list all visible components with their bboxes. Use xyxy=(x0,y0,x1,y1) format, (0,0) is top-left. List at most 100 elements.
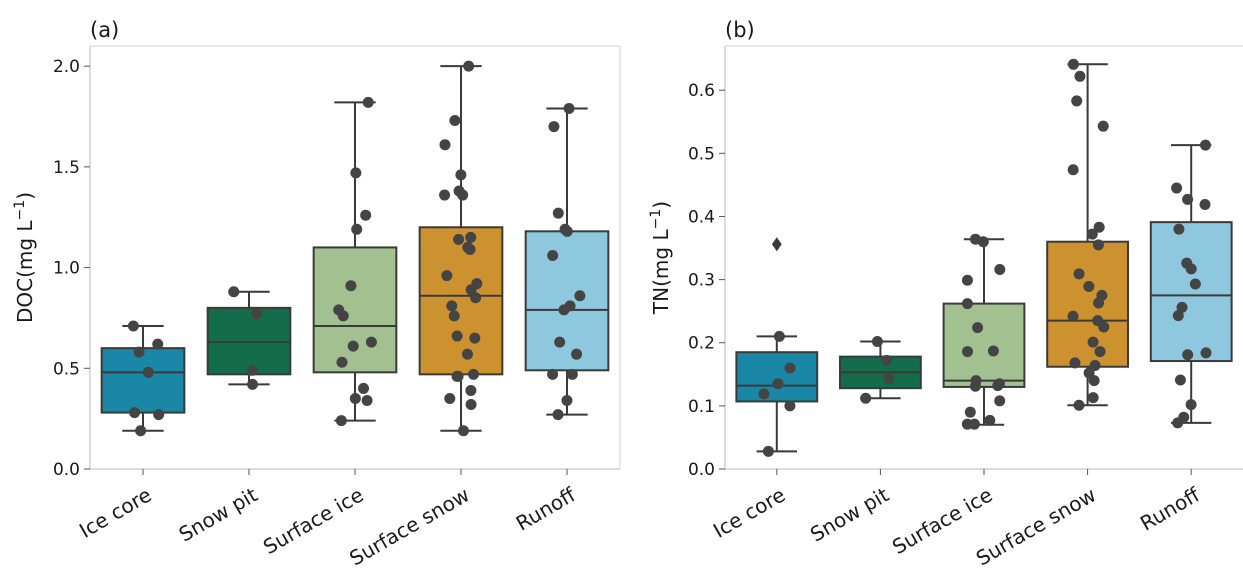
data-point xyxy=(961,418,973,430)
data-point xyxy=(336,356,348,368)
y-tick-label: 0.5 xyxy=(688,144,715,164)
y-tick-label: 0.6 xyxy=(688,81,715,101)
box-surface-snow xyxy=(1046,240,1130,368)
x-tick-label: Snow pit xyxy=(806,482,893,546)
data-point xyxy=(1098,321,1110,333)
data-point xyxy=(961,298,973,310)
data-point xyxy=(1172,310,1184,322)
y-axis-label-main: TN(mg L xyxy=(649,229,673,316)
data-point xyxy=(1073,399,1085,411)
x-tick-label: Runoff xyxy=(1136,482,1205,536)
box-ice-core xyxy=(735,351,819,403)
data-point xyxy=(350,167,362,179)
panel-label: (b) xyxy=(725,18,755,42)
data-point xyxy=(984,414,996,426)
x-tick-label: Ice core xyxy=(75,483,155,543)
y-axis-label-sup: −1 xyxy=(12,200,28,221)
data-point xyxy=(444,393,456,404)
x-tick-label: Runoff xyxy=(512,482,581,536)
data-point xyxy=(972,322,984,334)
data-point xyxy=(860,392,872,404)
y-axis-label: DOC(mg L−1) xyxy=(12,192,37,323)
data-point xyxy=(561,225,573,237)
data-point xyxy=(1073,268,1085,280)
data-point xyxy=(1083,281,1095,293)
data-point xyxy=(446,300,458,312)
data-point xyxy=(772,378,784,390)
data-point xyxy=(337,310,349,322)
outlier-marker xyxy=(771,237,782,252)
data-point xyxy=(365,336,377,348)
y-axis-label-sup: −1 xyxy=(648,209,664,230)
x-tick-label: Ice core xyxy=(709,483,789,543)
box-surface-ice xyxy=(942,302,1026,388)
data-point xyxy=(1093,297,1105,309)
data-point xyxy=(351,223,363,235)
data-point xyxy=(362,96,374,108)
data-point xyxy=(455,169,467,181)
data-point xyxy=(1200,347,1212,359)
data-point xyxy=(361,395,373,407)
data-point xyxy=(1067,164,1079,176)
data-point xyxy=(247,378,259,390)
data-point xyxy=(349,393,361,404)
y-tick-label: 0.1 xyxy=(688,397,715,417)
y-tick-label: 0.2 xyxy=(688,334,715,354)
data-point xyxy=(552,409,564,421)
panel-label: (a) xyxy=(90,18,119,42)
data-point xyxy=(1088,375,1100,387)
data-point xyxy=(994,395,1006,407)
data-point xyxy=(153,409,165,421)
data-point xyxy=(142,366,154,378)
data-point xyxy=(784,400,796,412)
data-point xyxy=(464,243,476,255)
data-point xyxy=(463,60,475,72)
box-surface-ice xyxy=(312,246,398,374)
data-point xyxy=(441,270,453,282)
data-point xyxy=(1176,301,1188,313)
data-point xyxy=(1199,139,1211,151)
data-point xyxy=(1071,95,1083,107)
data-point xyxy=(465,231,477,243)
data-point xyxy=(552,207,564,219)
data-point xyxy=(1087,336,1099,348)
box-runoff xyxy=(524,230,610,372)
data-point xyxy=(773,330,785,342)
data-point xyxy=(152,338,164,350)
data-point xyxy=(881,354,893,366)
data-point xyxy=(566,368,578,380)
data-point xyxy=(762,445,774,457)
data-point xyxy=(1182,349,1194,361)
y-tick-label: 0.3 xyxy=(688,271,715,291)
data-point xyxy=(133,346,145,358)
chart-panel-1: 0.0 0.5 1.0 1.5 2.0 DOC(mg L−1) (a) Ice core Sno… xyxy=(12,18,621,571)
data-point xyxy=(1185,399,1197,411)
y-tick-label: 0.5 xyxy=(53,359,80,379)
chart-panel-2: 0.0 0.1 0.2 0.3 0.4 0.5 0.6 TN(mg L−1) (b) Ice co… xyxy=(648,18,1243,570)
box-snow-pit xyxy=(206,306,292,376)
data-point xyxy=(448,310,460,322)
data-point xyxy=(335,415,347,427)
data-point xyxy=(251,308,263,320)
data-point xyxy=(457,189,469,201)
data-point xyxy=(1199,198,1211,210)
data-point xyxy=(1172,417,1184,429)
data-point xyxy=(439,189,451,201)
data-point xyxy=(1089,359,1101,371)
data-point xyxy=(467,368,479,380)
data-point xyxy=(129,407,141,419)
data-point xyxy=(558,304,570,316)
box-runoff xyxy=(1149,221,1233,363)
data-point xyxy=(548,121,560,133)
y-axis-label: TN(mg L−1) xyxy=(648,201,673,315)
x-tick-label: Snow pit xyxy=(175,482,262,546)
data-point xyxy=(469,332,481,344)
data-point xyxy=(1182,193,1194,205)
box-ice-core xyxy=(100,347,186,414)
data-point xyxy=(977,236,989,248)
data-point xyxy=(1173,223,1185,235)
data-point xyxy=(1086,228,1098,240)
data-point xyxy=(127,320,139,332)
x-tick-label: Surface snow xyxy=(345,483,473,571)
